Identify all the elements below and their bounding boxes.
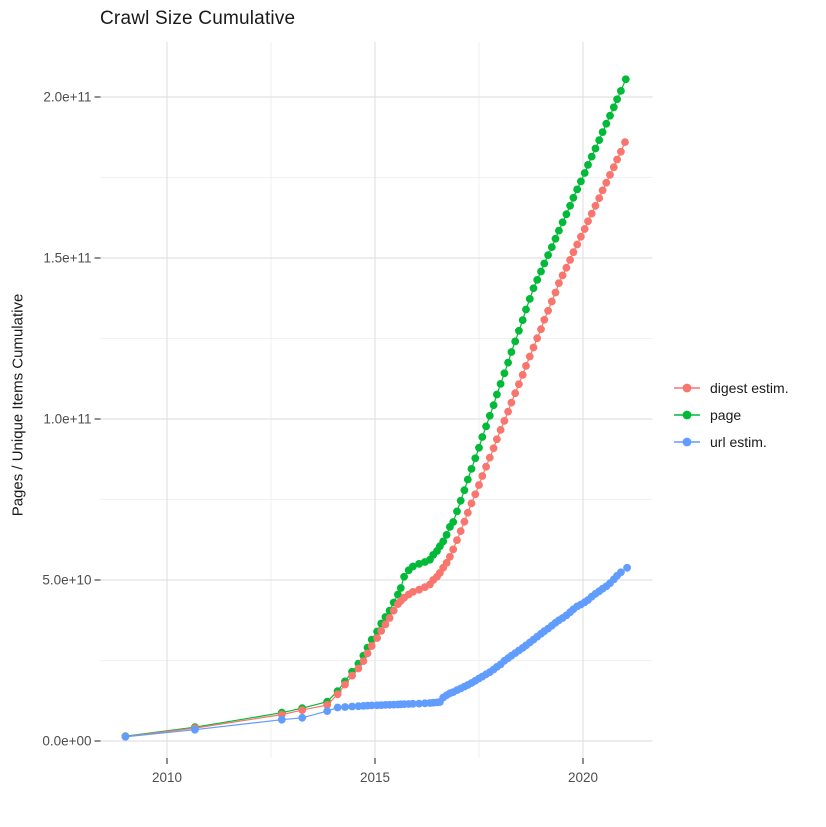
svg-text:5.0e+10: 5.0e+10 [42, 573, 91, 588]
legend-label: digest estim. [710, 380, 789, 396]
svg-text:0.0e+00: 0.0e+00 [42, 734, 91, 749]
svg-text:2015: 2015 [360, 770, 390, 785]
chart-title: Crawl Size Cumulative [100, 8, 296, 29]
svg-text:1.0e+11: 1.0e+11 [43, 412, 91, 427]
legend-item-page: page [672, 407, 789, 423]
svg-text:2.0e+11: 2.0e+11 [43, 90, 91, 105]
legend-key-line-point-icon [674, 437, 700, 447]
legend-key-line-point-icon [674, 383, 700, 393]
svg-text:1.5e+11: 1.5e+11 [43, 251, 91, 266]
legend-label: url estim. [710, 434, 767, 450]
svg-text:2020: 2020 [568, 770, 598, 785]
svg-text:2010: 2010 [152, 770, 182, 785]
legend: digest estim. page url estim. [672, 380, 789, 450]
legend-key-line-point-icon [674, 410, 700, 420]
legend-label: page [710, 407, 742, 423]
legend-item-digest-estim: digest estim. [672, 380, 789, 396]
legend-item-url-estim: url estim. [672, 434, 789, 450]
